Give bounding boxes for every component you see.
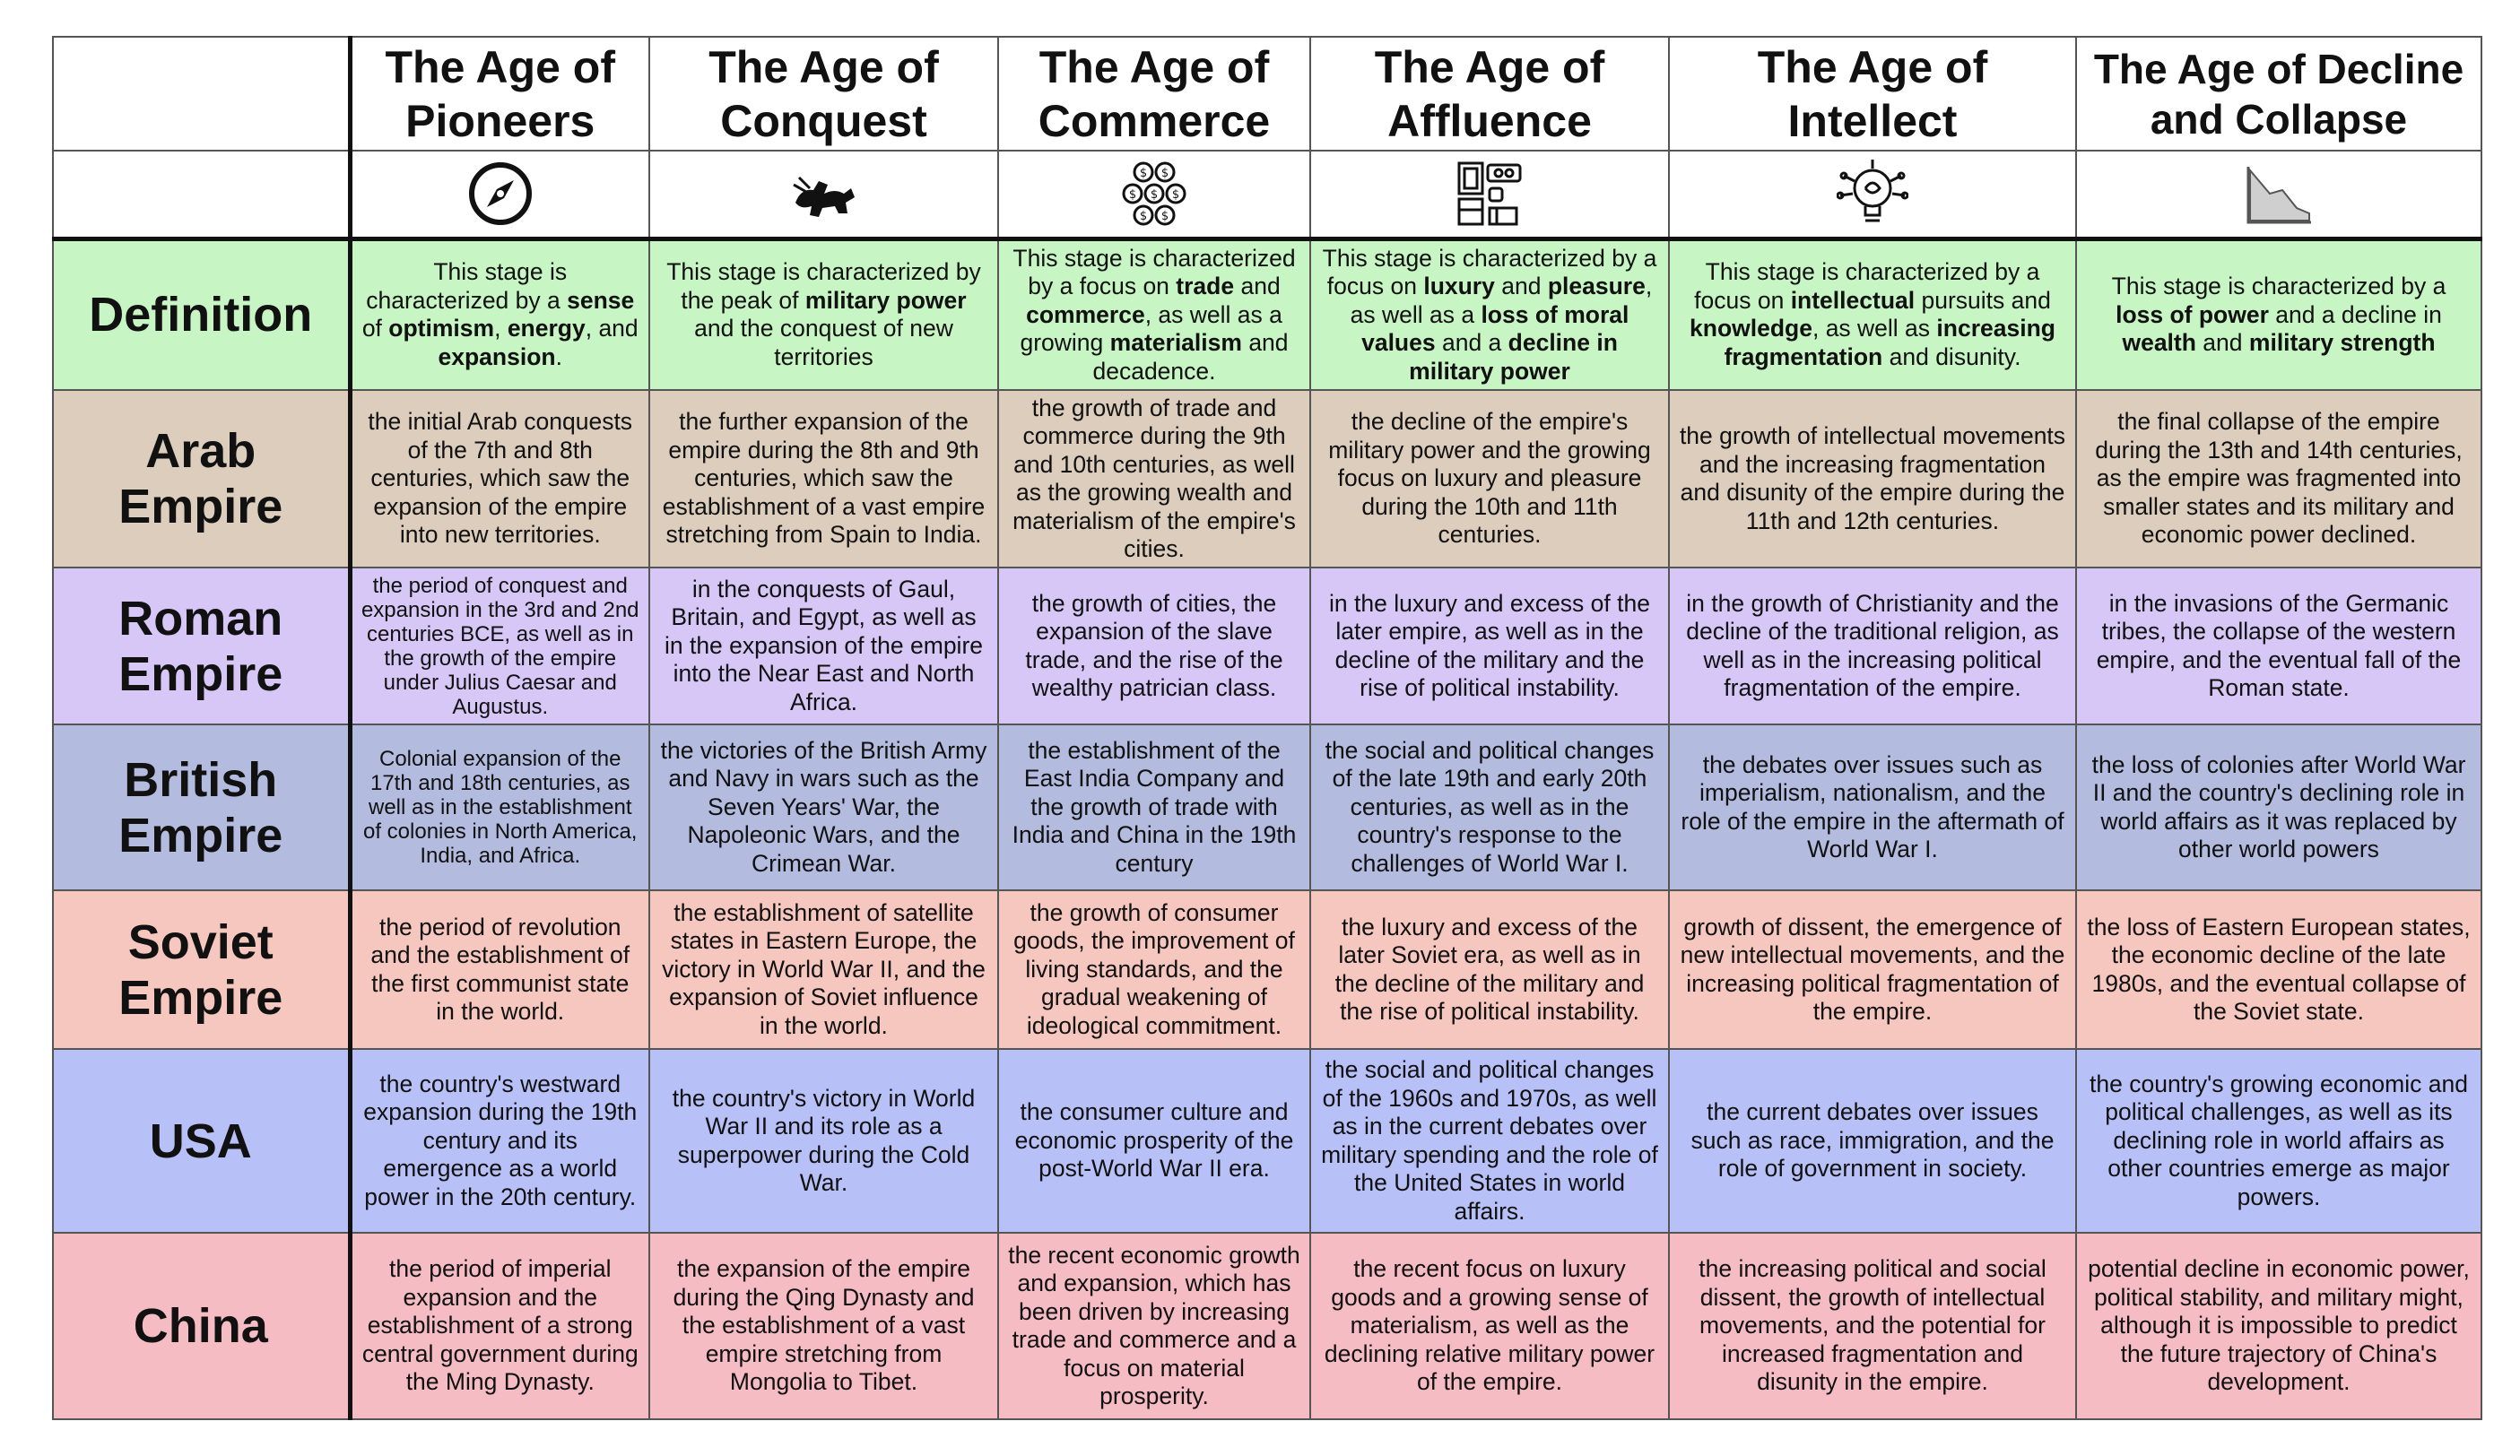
roman-affluence: in the luxury and excess of the later em… (1309, 567, 1670, 725)
soviet-affluence: the luxury and excess of the later Sovie… (1309, 889, 1670, 1050)
header-affluence: The Age of Affluence (1309, 36, 1670, 152)
arab-commerce: the growth of trade and commerce during … (997, 389, 1311, 568)
row-roman-empire: Roman Empire the period of conquest and … (52, 567, 2482, 725)
row-china: China the period of imperial expansion a… (52, 1232, 2482, 1420)
row-label-roman-empire: Roman Empire (52, 567, 352, 725)
row-soviet-empire: Soviet Empire the period of revolution a… (52, 889, 2482, 1050)
soviet-conquest: the establishment of satellite states in… (648, 889, 999, 1050)
row-label-usa: USA (52, 1048, 352, 1234)
row-arab-empire: Arab Empire the initial Arab conquests o… (52, 389, 2482, 568)
roman-conquest: in the conquests of Gaul, Britain, and E… (648, 567, 999, 725)
svg-text:$: $ (1151, 188, 1158, 202)
usa-pioneers: the country's westward expansion during … (349, 1048, 650, 1234)
cavalry-charge-icon (648, 150, 999, 241)
definition-pioneers: This stage is characterized by a sense o… (349, 238, 650, 391)
british-intellect: the debates over issues such as imperial… (1668, 724, 2077, 891)
compass-icon (349, 150, 650, 241)
china-intellect: the increasing political and social diss… (1668, 1232, 2077, 1420)
row-label-definition: Definition (52, 238, 352, 391)
arab-intellect: the growth of intellectual movements and… (1668, 389, 2077, 568)
roman-pioneers: the period of conquest and expansion in … (349, 567, 650, 725)
row-usa: USA the country's westward expansion dur… (52, 1048, 2482, 1234)
row-label-soviet-empire: Soviet Empire (52, 889, 352, 1050)
header-pioneers: The Age of Pioneers (349, 36, 650, 152)
british-pioneers: Colonial expansion of the 17th and 18th … (349, 724, 650, 891)
british-decline: the loss of colonies after World War II … (2075, 724, 2482, 891)
arab-affluence: the decline of the empire's military pow… (1309, 389, 1670, 568)
luxury-goods-icon (1309, 150, 1670, 241)
svg-text:$: $ (1161, 210, 1169, 223)
soviet-commerce: the growth of consumer goods, the improv… (997, 889, 1311, 1050)
svg-text:$: $ (1172, 188, 1179, 202)
lightbulb-brain-icon (1668, 150, 2077, 241)
british-affluence: the social and political changes of the … (1309, 724, 1670, 891)
definition-intellect: This stage is characterized by a focus o… (1668, 238, 2077, 391)
row-label-arab-empire: Arab Empire (52, 389, 352, 568)
row-british-empire: British Empire Colonial expansion of the… (52, 724, 2482, 891)
definition-conquest: This stage is characterized by the peak … (648, 238, 999, 391)
usa-intellect: the current debates over issues such as … (1668, 1048, 2077, 1234)
arab-decline: the final collapse of the empire during … (2075, 389, 2482, 568)
usa-commerce: the consumer culture and economic prospe… (997, 1048, 1311, 1234)
china-decline: potential decline in economic power, pol… (2075, 1232, 2482, 1420)
soviet-intellect: growth of dissent, the emergence of new … (1668, 889, 2077, 1050)
header-icon-row: $ $ $ $ $ $ $ (52, 150, 2482, 241)
roman-decline: in the invasions of the Germanic tribes,… (2075, 567, 2482, 725)
header-commerce: The Age of Commerce (997, 36, 1311, 152)
svg-text:$: $ (1161, 167, 1169, 180)
arab-pioneers: the initial Arab conquests of the 7th an… (349, 389, 650, 568)
header-title-row: The Age of Pioneers The Age of Conquest … (52, 36, 2482, 152)
china-pioneers: the period of imperial expansion and the… (349, 1232, 650, 1420)
soviet-pioneers: the period of revolution and the establi… (349, 889, 650, 1050)
china-conquest: the expansion of the empire during the Q… (648, 1232, 999, 1420)
header-conquest: The Age of Conquest (648, 36, 999, 152)
header-decline: The Age of Decline and Collapse (2075, 36, 2482, 152)
arab-conquest: the further expansion of the empire duri… (648, 389, 999, 568)
declining-chart-icon (2075, 150, 2482, 241)
corner-cell-icons (52, 150, 352, 241)
roman-commerce: the growth of cities, the expansion of t… (997, 567, 1311, 725)
svg-text:$: $ (1129, 188, 1136, 202)
china-commerce: the recent economic growth and expansion… (997, 1232, 1311, 1420)
coins-icon: $ $ $ $ $ $ $ (997, 150, 1311, 241)
svg-text:$: $ (1140, 210, 1147, 223)
definition-affluence: This stage is characterized by a focus o… (1309, 238, 1670, 391)
header-intellect: The Age of Intellect (1668, 36, 2077, 152)
empire-stages-table: The Age of Pioneers The Age of Conquest … (52, 36, 2482, 1420)
row-definition: Definition This stage is characterized b… (52, 238, 2482, 391)
british-conquest: the victories of the British Army and Na… (648, 724, 999, 891)
row-label-china: China (52, 1232, 352, 1420)
soviet-decline: the loss of Eastern European states, the… (2075, 889, 2482, 1050)
usa-decline: the country's growing economic and polit… (2075, 1048, 2482, 1234)
roman-intellect: in the growth of Christianity and the de… (1668, 567, 2077, 725)
usa-conquest: the country's victory in World War II an… (648, 1048, 999, 1234)
china-affluence: the recent focus on luxury goods and a g… (1309, 1232, 1670, 1420)
svg-text:$: $ (1140, 167, 1147, 180)
usa-affluence: the social and political changes of the … (1309, 1048, 1670, 1234)
british-commerce: the establishment of the East India Comp… (997, 724, 1311, 891)
corner-cell (52, 36, 352, 152)
row-label-british-empire: British Empire (52, 724, 352, 891)
definition-decline: This stage is characterized by a loss of… (2075, 238, 2482, 391)
definition-commerce: This stage is characterized by a focus o… (997, 238, 1311, 391)
